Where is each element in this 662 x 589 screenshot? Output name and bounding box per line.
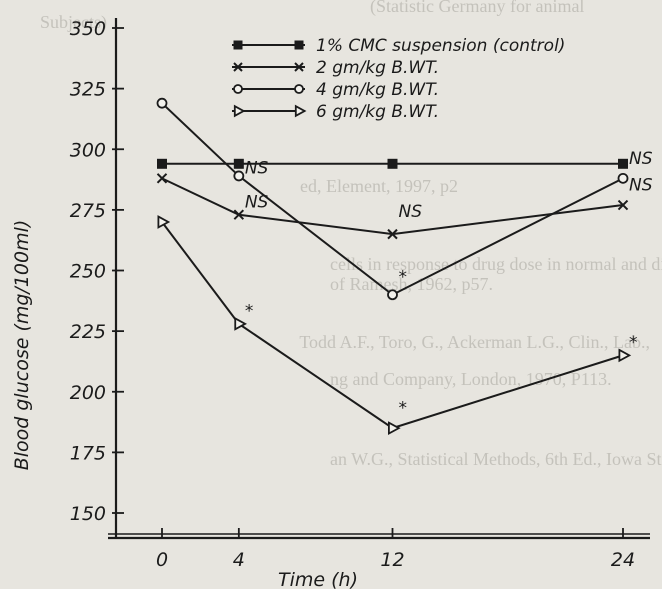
- data-point: [156, 97, 168, 109]
- legend-marker-left: [233, 84, 243, 94]
- significance-star: *: [399, 399, 408, 419]
- data-point: [618, 158, 628, 169]
- x-axis-label: Time (h): [278, 569, 358, 589]
- series-lines: [156, 97, 632, 436]
- legend-entry: 4 gm/kg B.WT.: [232, 80, 439, 100]
- data-point: [387, 228, 398, 240]
- significance-star: *: [399, 268, 408, 288]
- background-text-line: ng and Company, London, 1970, P113.: [330, 369, 612, 389]
- legend-marker-right: [294, 104, 307, 118]
- significance-star: *: [629, 333, 638, 353]
- background-text-line: Todd A.F., Toro, G., Ackerman L.G., Clin…: [299, 332, 650, 352]
- y-axis-label: Blood glucose (mg/100ml): [11, 220, 33, 471]
- x-tick-label: 12: [380, 549, 404, 571]
- series-triangle: [157, 215, 632, 436]
- data-point: [387, 158, 398, 169]
- data-point: [233, 170, 245, 182]
- legend-label: 2 gm/kg B.WT.: [316, 58, 439, 78]
- legend-label: 6 gm/kg B.WT.: [316, 102, 439, 122]
- series-circle: [156, 97, 629, 301]
- data-point: [156, 173, 168, 184]
- y-tick-label: 350: [70, 18, 106, 40]
- background-text-line: (Statistic Germany for animal: [370, 0, 584, 17]
- ns-label: NS: [245, 159, 269, 179]
- data-point: [157, 215, 171, 229]
- series-cross: [156, 173, 629, 240]
- background-text-line: cells in response to drug dose in normal…: [330, 254, 662, 274]
- y-tick-label: 250: [70, 261, 106, 283]
- legend-marker-left: [233, 104, 246, 118]
- legend-label: 4 gm/kg B.WT.: [316, 80, 439, 100]
- y-tick-label: 175: [70, 442, 106, 464]
- y-tick-label: 150: [70, 503, 106, 525]
- legend-marker-right: [294, 40, 304, 50]
- axes: 150 175 200 225 250 275 300 325 350 0 4 12 24 Time (h…: [11, 18, 650, 589]
- data-point: [618, 348, 632, 363]
- background-text: (Statistic Germany for animal Subjects) ed…: [40, 0, 662, 469]
- y-tick-label: 300: [70, 139, 106, 161]
- y-tick-label: 225: [70, 321, 106, 343]
- data-point: [617, 199, 629, 211]
- legend-label: 1% CMC suspension (control): [316, 36, 565, 56]
- significance-star: *: [245, 302, 254, 322]
- y-tick-label: 325: [70, 79, 106, 101]
- x-tick-label: 4: [233, 549, 245, 571]
- data-point: [387, 289, 398, 301]
- data-point: [233, 209, 245, 220]
- x-tick-label: 24: [611, 549, 635, 571]
- ns-label: NS: [245, 192, 269, 212]
- legend-marker-right: [294, 62, 304, 72]
- x-tick-label: 0: [156, 549, 168, 571]
- legend-entry: 1% CMC suspension (control): [232, 36, 565, 56]
- ns-label: NS: [629, 149, 653, 169]
- legend: 1% CMC suspension (control)2 gm/kg B.WT.…: [232, 36, 565, 122]
- ns-label: NS: [629, 175, 653, 195]
- legend-entry: 2 gm/kg B.WT.: [232, 58, 439, 78]
- legend-marker-left: [233, 40, 243, 50]
- y-tick-label: 275: [70, 200, 106, 222]
- series-square: [157, 158, 628, 169]
- data-point: [388, 421, 401, 436]
- data-point: [233, 158, 244, 169]
- y-tick-label: 200: [70, 382, 106, 404]
- data-point: [617, 172, 629, 184]
- annotations: NS NS NS NS NS * * * *: [245, 149, 653, 419]
- series-line: [161, 177, 624, 236]
- data-point: [157, 158, 167, 169]
- background-text-line: an W.G., Statistical Methods, 6th Ed., I…: [330, 449, 662, 469]
- background-text-line: Subjects): [40, 12, 107, 33]
- background-text-line: ed, Element, 1997, p2: [300, 176, 458, 196]
- legend-entry: 6 gm/kg B.WT.: [232, 102, 439, 122]
- data-point: [234, 316, 248, 331]
- legend-marker-right: [294, 84, 304, 94]
- series-line: [161, 102, 624, 296]
- background-text-line: of Ramesh, 1962, p57.: [330, 274, 493, 294]
- series-line: [161, 221, 624, 430]
- ns-label: NS: [399, 202, 423, 222]
- legend-marker-left: [233, 62, 243, 72]
